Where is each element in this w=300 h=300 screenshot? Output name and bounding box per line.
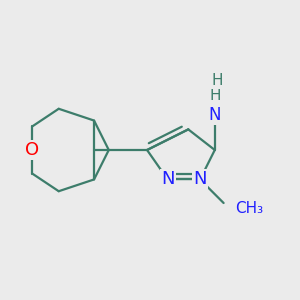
Text: O: O	[25, 141, 39, 159]
Text: N: N	[161, 170, 174, 188]
Text: CH₃: CH₃	[236, 201, 263, 216]
Text: N: N	[193, 170, 207, 188]
Text: H: H	[212, 73, 224, 88]
Text: H: H	[209, 88, 220, 103]
Text: N: N	[208, 106, 221, 124]
